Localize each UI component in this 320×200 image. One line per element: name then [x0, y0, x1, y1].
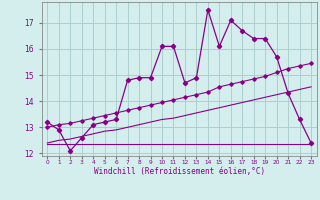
X-axis label: Windchill (Refroidissement éolien,°C): Windchill (Refroidissement éolien,°C): [94, 167, 265, 176]
